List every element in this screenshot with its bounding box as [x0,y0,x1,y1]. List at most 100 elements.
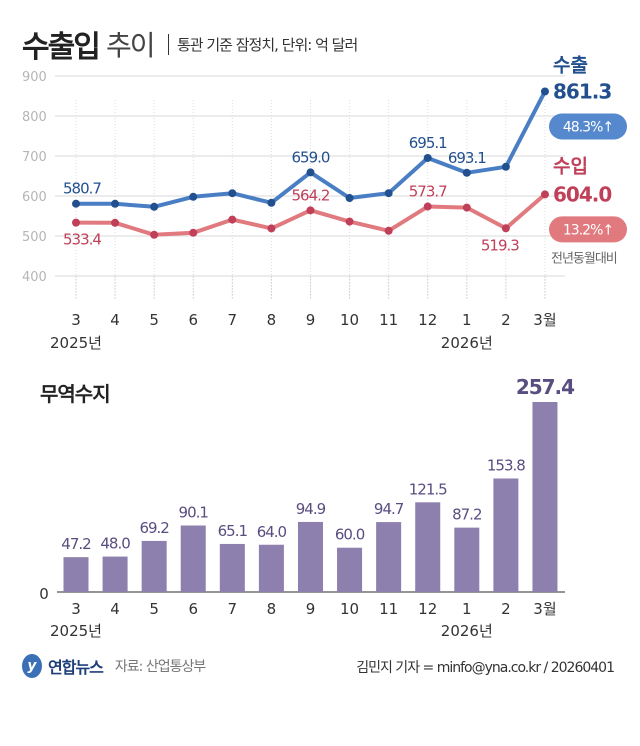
title: 수출입 [22,30,101,65]
annotation: 전년동월대비 [551,251,617,266]
x-tick-label: 4 [110,600,120,618]
data-label: 580.7 [63,180,101,198]
bar [337,547,363,592]
data-label: 564.2 [292,186,330,204]
x-tick-label: 12 [418,600,437,618]
series-name: 수입 [553,155,588,177]
data-point [462,168,471,177]
data-point [345,217,354,226]
series-last-value: 861.3 [553,79,611,103]
bar-label: 60.0 [335,526,365,544]
data-point [306,168,315,177]
x-tick-label: 2 [501,311,511,329]
data-point [150,202,159,211]
x-tick-label: 11 [379,311,398,329]
data-point [72,218,80,227]
data-point [189,228,198,237]
year-label: 2026년 [441,334,493,352]
x-tick-label: 4 [110,311,120,329]
bar-label: 90.1 [179,503,209,521]
y-tick-label: 700 [22,150,47,165]
data-point [462,203,471,212]
x-tick-label: 5 [149,600,159,618]
change-text: 13.2%↑ [563,222,613,238]
data-point [111,199,120,208]
yonhap-logo-icon: y [22,654,42,678]
x-tick-label: 11 [379,600,398,618]
year-label: 2025년 [50,622,102,640]
data-label: 693.1 [448,149,486,167]
series-name: 수출 [553,54,588,76]
bar-label: 257.4 [516,375,574,399]
bar [454,527,480,592]
data-point [267,224,276,233]
data-point [501,162,510,171]
x-tick-label: 9 [306,600,316,618]
bar [141,540,167,592]
bar-label: 94.9 [296,500,326,518]
y-tick-label: 600 [22,190,47,205]
bar [258,544,284,592]
x-tick-label: 8 [267,600,277,618]
data-point [384,189,393,198]
data-point [189,192,198,201]
data-point [501,224,510,233]
credit: 김민지 기자 = minfo@yna.co.kr / 20260401 [356,660,615,676]
bar [532,402,558,592]
title-light: 추이 [106,29,156,62]
year-label: 2026년 [441,622,493,640]
bar [180,525,206,592]
x-tick-label: 6 [188,311,198,329]
y-tick-label: 400 [22,270,47,285]
bar [102,556,128,592]
bar-label: 47.2 [61,535,91,553]
data-point [267,198,276,207]
x-tick-label: 1 [462,311,472,329]
data-point [423,202,432,211]
footer-left: y 연합뉴스 자료: 산업통상부 [22,654,206,678]
x-tick-label: 1 [462,600,472,618]
x-tick-label: 9 [306,311,316,329]
change-badge [549,113,627,140]
x-tick-label: 3월 [533,600,556,618]
x-tick-label: 6 [188,600,198,618]
source: 자료: 산업통상부 [114,659,206,675]
bar-label: 65.1 [218,522,248,540]
x-tick-label: 3 [71,311,81,329]
data-point [228,189,237,198]
bar-label: 121.5 [409,480,447,498]
x-tick-label: 7 [228,311,238,329]
bar-label: 64.0 [257,523,287,541]
x-tick-label: 5 [149,311,159,329]
x-tick-label: 10 [340,311,359,329]
bar-label: 94.7 [374,500,404,518]
change-text: 48.3%↑ [563,119,613,135]
bar [63,557,89,592]
trade-balance-title: 무역수지 [40,382,111,406]
data-label: 519.3 [481,236,519,254]
data-label: 659.0 [292,148,330,166]
bar-label: 153.8 [487,456,525,474]
logo-text: 연합뉴스 [48,658,104,677]
data-point [540,190,549,199]
data-point [306,206,315,215]
data-point [423,153,432,162]
year-label: 2025년 [50,334,102,352]
data-point [384,226,393,235]
bar [297,521,323,592]
bar-label: 69.2 [139,519,169,537]
bar [219,543,245,592]
x-tick-label: 7 [228,600,238,618]
y-tick-label: 900 [22,70,47,85]
data-label: 573.7 [409,183,447,201]
data-label: 533.4 [63,231,101,249]
x-tick-label: 12 [418,311,437,329]
data-point [228,215,237,224]
bar-label: 48.0 [100,535,130,553]
bar [415,502,441,592]
data-label: 695.1 [409,134,447,152]
y-tick-label: 500 [22,230,47,245]
change-badge [549,216,627,243]
